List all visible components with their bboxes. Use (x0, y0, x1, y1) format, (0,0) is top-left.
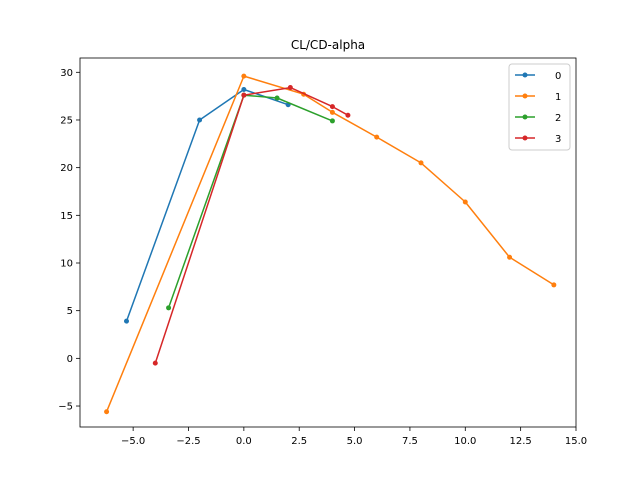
plot-area (104, 73, 557, 415)
axes-frame (79, 57, 577, 428)
y-tick-label: 10 (60, 259, 73, 270)
x-tick-label: −2.5 (176, 436, 200, 447)
y-tick-label: 15 (60, 211, 73, 222)
x-tick-label: 0.0 (236, 436, 252, 447)
chart-title: CL/CD-alpha (291, 38, 365, 52)
legend-label-0: 0 (555, 71, 561, 82)
x-tick-label: 12.5 (510, 436, 532, 447)
data-point-series-0 (197, 117, 203, 123)
series-line-2 (167, 94, 333, 309)
y-tick-label: 20 (60, 163, 73, 174)
legend-marker-3 (522, 135, 528, 141)
data-point-series-0 (241, 86, 247, 92)
legend-label-2: 2 (555, 113, 561, 124)
data-point-series-2 (166, 305, 172, 311)
x-tick-label: −5.0 (121, 436, 145, 447)
data-point-series-1 (329, 109, 335, 115)
legend: 0 1 2 3 (508, 63, 571, 151)
legend-marker-0 (522, 72, 528, 78)
y-axis: −5 0 5 10 15 20 25 30 (58, 68, 80, 413)
y-tick-label: 0 (67, 354, 73, 365)
legend-box (508, 63, 571, 151)
data-point-series-1 (462, 199, 468, 205)
y-tick-label: 5 (67, 306, 73, 317)
data-point-series-2 (274, 95, 280, 101)
x-tick-label: 7.5 (402, 436, 418, 447)
legend-label-3: 3 (555, 134, 561, 145)
data-point-series-3 (345, 112, 351, 118)
x-tick-label: 2.5 (291, 436, 307, 447)
data-point-series-1 (507, 254, 513, 260)
x-tick-label: 15.0 (565, 436, 587, 447)
legend-label-1: 1 (555, 92, 561, 103)
data-point-series-3 (241, 92, 247, 98)
data-point-series-3 (329, 104, 335, 110)
y-tick-label: 30 (60, 68, 73, 79)
legend-marker-1 (522, 93, 528, 99)
x-tick-label: 10.0 (454, 436, 476, 447)
y-tick-label: −5 (58, 402, 73, 413)
data-point-series-1 (241, 73, 247, 79)
data-point-series-1 (418, 160, 424, 166)
y-tick-label: 25 (60, 115, 73, 126)
data-point-series-1 (374, 134, 380, 140)
data-point-series-1 (104, 409, 110, 415)
x-axis: −5.0 −2.5 0.0 2.5 5.0 7.5 10.0 12.5 15.0 (121, 427, 587, 447)
data-point-series-0 (124, 318, 129, 324)
legend-marker-2 (522, 114, 528, 120)
data-point-series-1 (551, 282, 557, 288)
data-point-series-3 (152, 360, 158, 366)
data-point-series-3 (287, 85, 293, 91)
data-point-series-2 (329, 118, 335, 124)
x-tick-label: 5.0 (347, 436, 363, 447)
